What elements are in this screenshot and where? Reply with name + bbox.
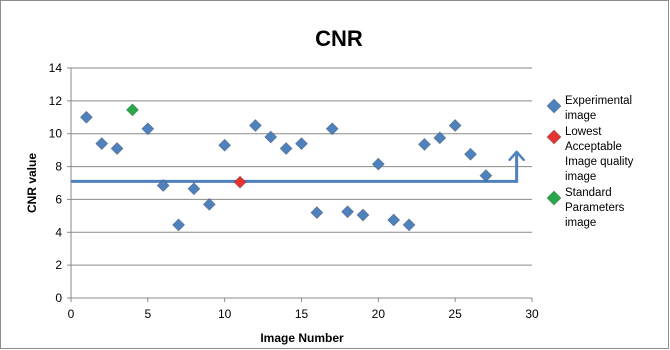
data-point-series-1 xyxy=(371,157,385,171)
data-point-series-3 xyxy=(125,103,140,117)
legend-entry-text: Lowest xyxy=(565,126,602,138)
data-point-series-1 xyxy=(141,122,155,136)
data-point-series-1 xyxy=(156,178,170,193)
y-tick-label: 2 xyxy=(55,258,62,272)
y-axis-title: CNR value xyxy=(25,153,39,213)
data-point-series-1 xyxy=(479,169,493,183)
y-tick-label: 14 xyxy=(49,61,63,75)
legend-entry-text: Experimental xyxy=(565,95,632,107)
y-tick-label: 12 xyxy=(49,94,63,108)
data-point-series-1 xyxy=(187,182,201,196)
axes xyxy=(67,67,533,302)
x-tick-label: 15 xyxy=(295,307,309,321)
data-point-series-1 xyxy=(172,218,186,232)
data-point-series-1 xyxy=(110,141,124,156)
data-point-series-1 xyxy=(79,110,93,124)
x-tick-label: 20 xyxy=(372,307,386,321)
x-tick-label: 10 xyxy=(218,307,232,321)
legend-entry-text: image xyxy=(565,171,596,183)
legend-marker-series-1 xyxy=(546,98,562,114)
y-tick-label: 8 xyxy=(55,160,62,174)
x-axis-title: Image Number xyxy=(260,331,344,345)
legend-entry-text: image xyxy=(565,217,596,229)
data-point-series-1 xyxy=(310,206,324,220)
data-points xyxy=(79,103,493,232)
legend-entry-text: Standard xyxy=(565,187,612,199)
chart-title: CNR xyxy=(315,26,363,51)
legend: Experimental image Lowest Acceptable Image q… xyxy=(546,95,634,229)
data-point-series-1 xyxy=(463,147,478,161)
x-tick-label: 25 xyxy=(448,307,462,321)
data-point-series-1 xyxy=(387,213,401,227)
data-point-series-2 xyxy=(233,175,247,189)
data-point-series-1 xyxy=(448,118,462,133)
data-point-series-1 xyxy=(95,137,109,151)
grid-lines xyxy=(71,67,532,266)
data-point-series-1 xyxy=(325,122,339,136)
data-point-series-1 xyxy=(294,137,309,151)
data-point-series-1 xyxy=(248,118,262,133)
legend-marker-series-2 xyxy=(546,129,562,145)
threshold-arrow xyxy=(71,150,525,183)
data-point-series-1 xyxy=(356,208,370,222)
data-point-series-1 xyxy=(433,131,447,145)
data-point-series-1 xyxy=(417,137,431,151)
data-point-series-1 xyxy=(202,197,216,211)
data-point-series-1 xyxy=(341,205,355,219)
y-tick-label: 0 xyxy=(55,291,62,305)
legend-marker-series-3 xyxy=(546,190,562,206)
x-tick-label: 30 xyxy=(525,307,539,321)
legend-entry-text: Acceptable xyxy=(565,141,622,153)
y-tick-label: 6 xyxy=(55,192,62,206)
data-point-series-1 xyxy=(402,218,416,232)
tick-labels: 0 2 4 6 8 10 12 14 0 5 10 15 20 25 30 xyxy=(49,61,539,321)
data-point-series-1 xyxy=(279,141,293,156)
x-tick-label: 5 xyxy=(144,307,151,321)
legend-entry-text: image xyxy=(565,110,596,122)
threshold-arrow-head xyxy=(508,150,525,162)
data-point-series-1 xyxy=(264,130,278,144)
legend-entry-text: Image quality xyxy=(565,156,634,168)
y-tick-label: 4 xyxy=(55,225,62,239)
x-tick-label: 0 xyxy=(68,307,75,321)
legend-entry-text: Parameters xyxy=(565,202,625,214)
data-point-series-1 xyxy=(218,138,232,152)
threshold-arrow-line xyxy=(71,151,519,183)
y-tick-label: 10 xyxy=(49,127,63,141)
